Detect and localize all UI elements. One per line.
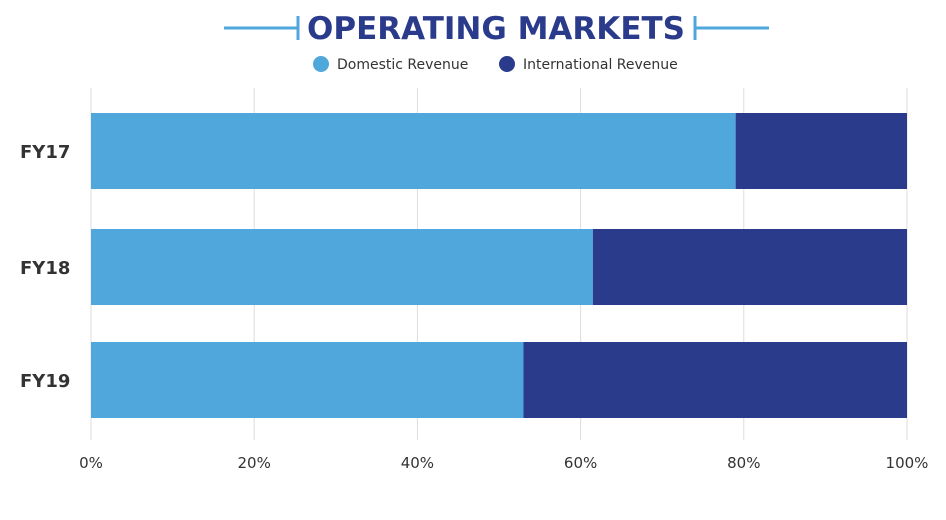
legend-label-domestic: Domestic Revenue <box>337 57 468 73</box>
category-label-fy19: FY19 <box>20 371 70 392</box>
x-tick-label-20: 20% <box>238 454 271 472</box>
x-tick-label-80: 80% <box>727 454 760 472</box>
legend: Domestic Revenue International Revenue <box>313 56 678 73</box>
title-decoration-right <box>693 16 769 40</box>
x-tick-label-60: 60% <box>564 454 597 472</box>
bar-fy19-domestic <box>91 342 524 418</box>
x-tick-label-100: 100% <box>886 454 929 472</box>
bars <box>91 113 907 418</box>
x-tick-labels: 0% 20% 40% 60% 80% 100% <box>79 454 928 472</box>
title-decoration-left <box>224 16 300 40</box>
legend-marker-international <box>499 56 515 72</box>
bar-fy19-international <box>523 342 907 418</box>
bar-fy17-domestic <box>91 113 736 189</box>
chart-title: OPERATING MARKETS <box>307 11 685 47</box>
bar-fy17-international <box>735 113 907 189</box>
legend-marker-domestic <box>313 56 329 72</box>
x-tick-label-40: 40% <box>401 454 434 472</box>
legend-label-international: International Revenue <box>523 57 678 73</box>
category-labels: FY17 FY18 FY19 <box>20 142 70 392</box>
category-label-fy17: FY17 <box>20 142 70 163</box>
x-tick-label-0: 0% <box>79 454 103 472</box>
category-label-fy18: FY18 <box>20 258 70 279</box>
bar-fy18-international <box>592 229 907 305</box>
bar-fy18-domestic <box>91 229 593 305</box>
